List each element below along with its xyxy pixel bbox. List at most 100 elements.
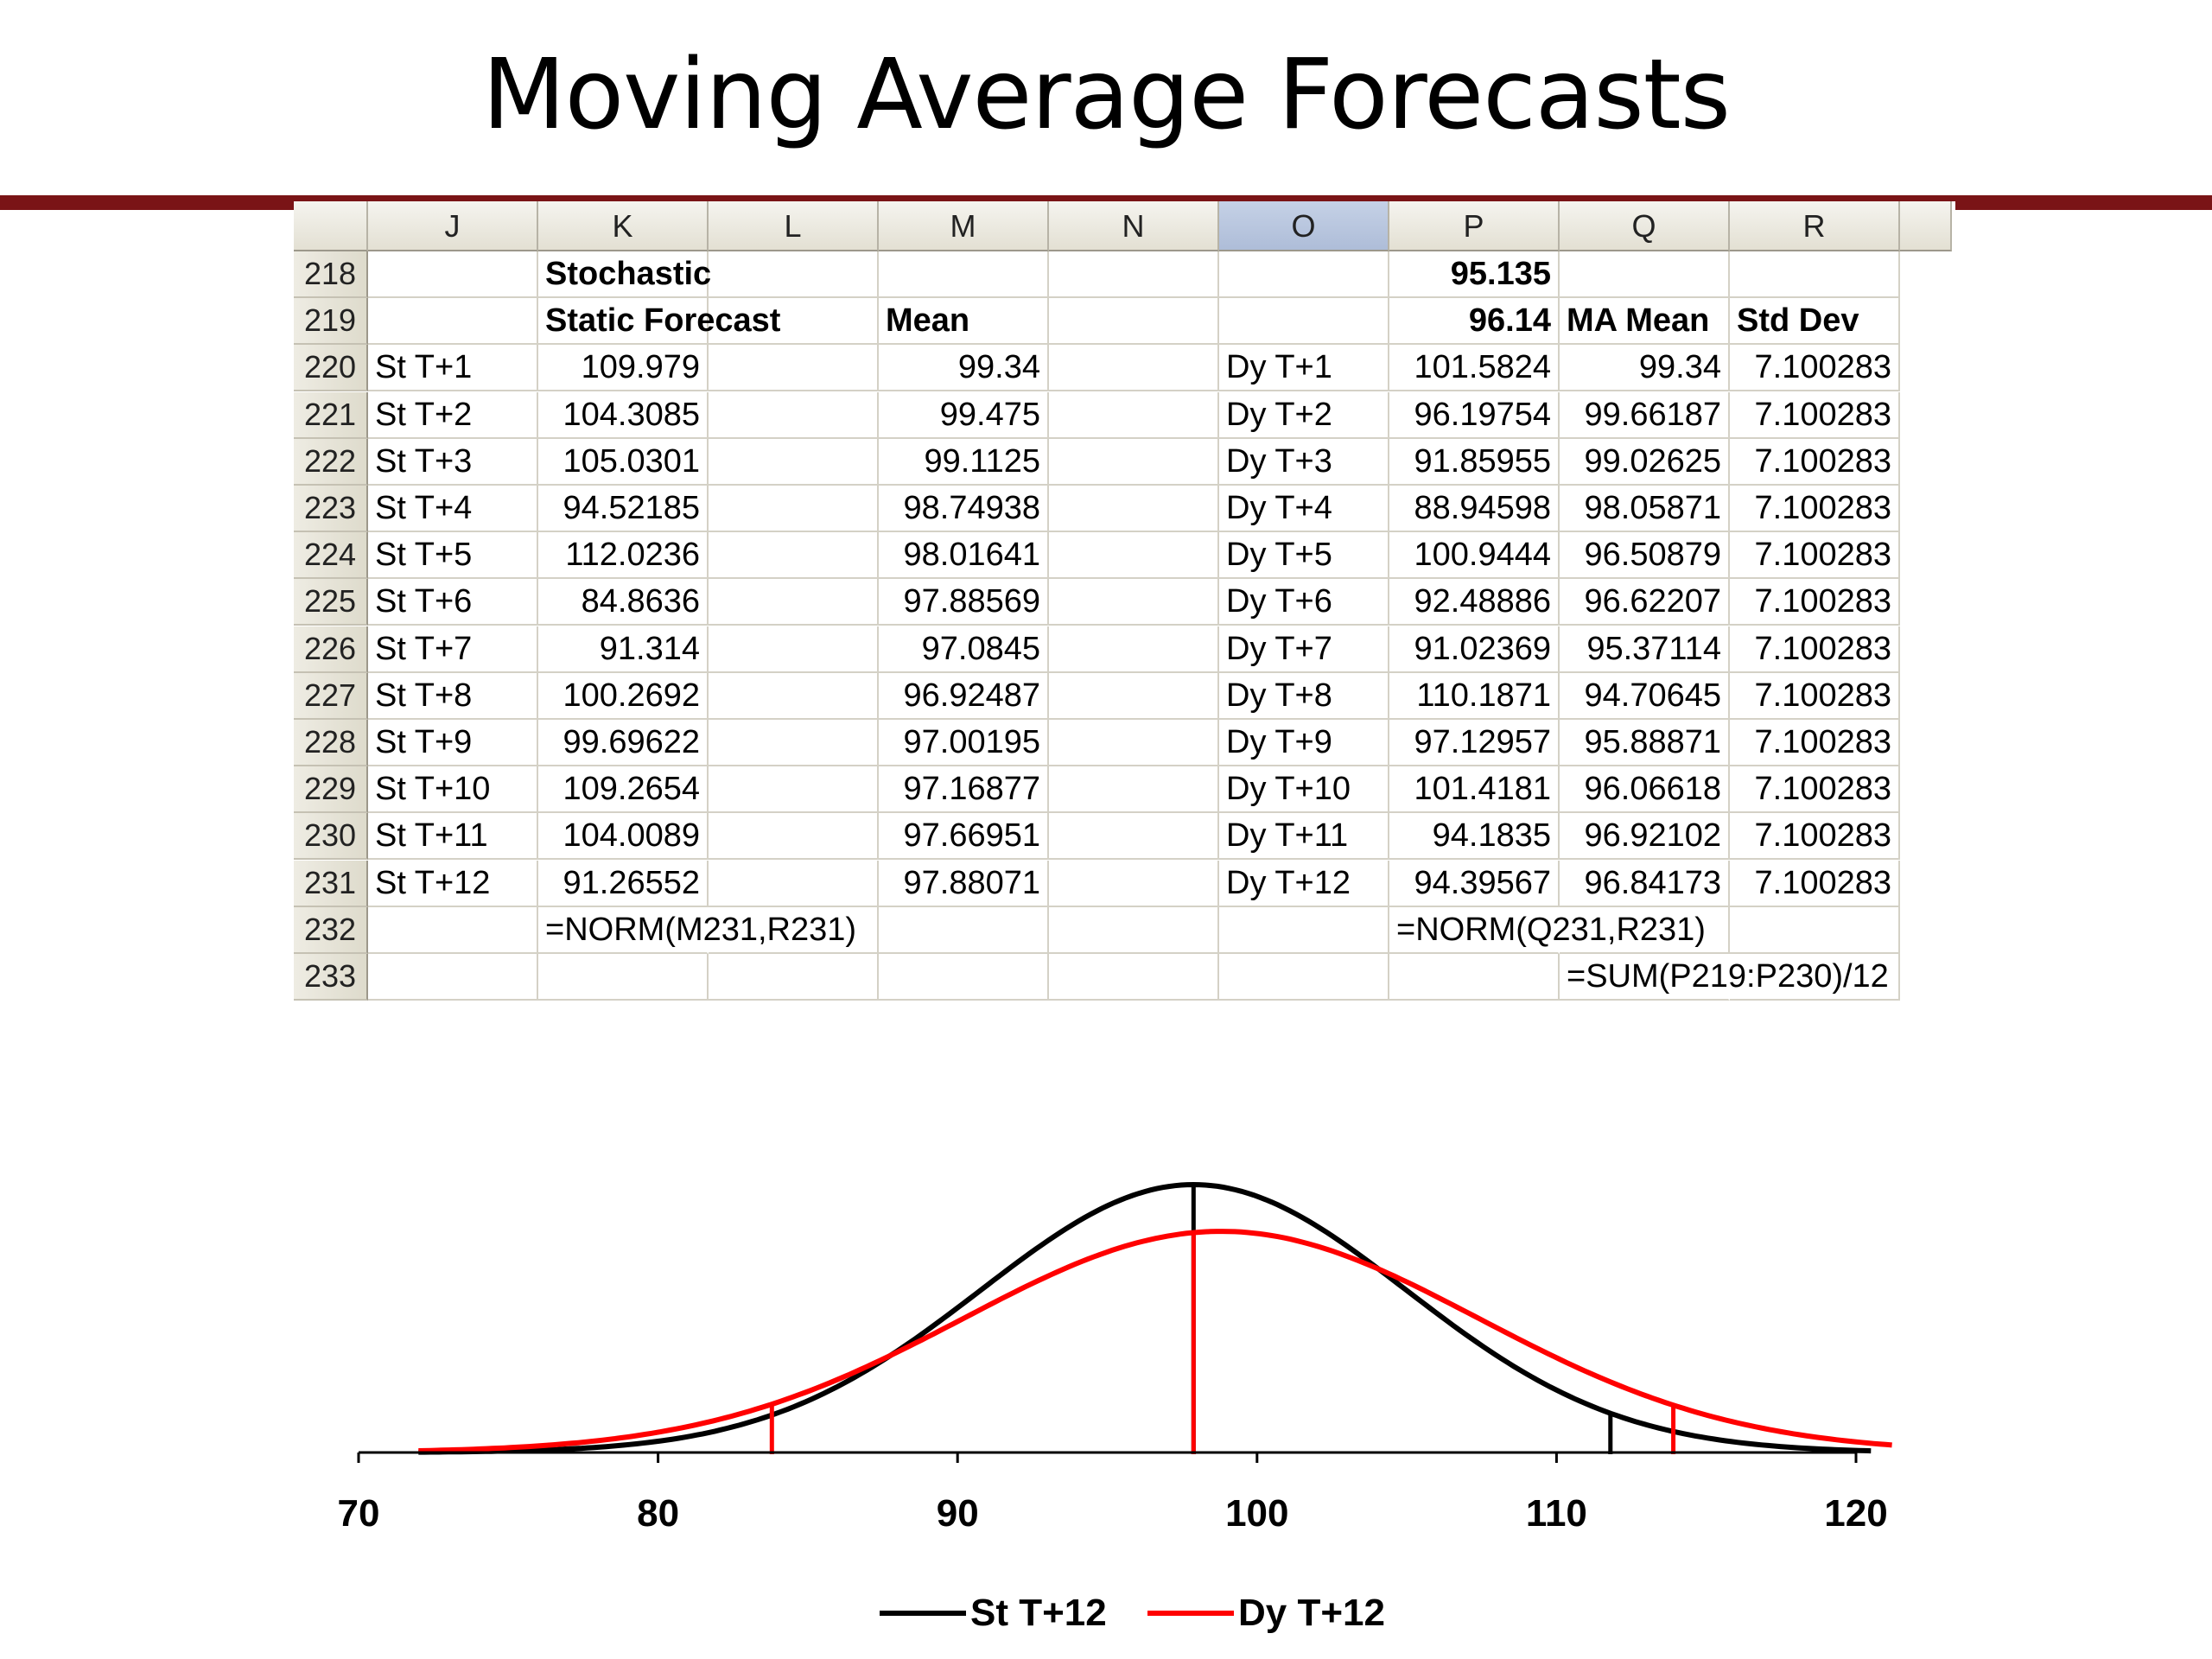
cell-o220[interactable]: Dy T+1: [1219, 345, 1389, 392]
cell-l228[interactable]: [709, 720, 879, 766]
cell-k224[interactable]: 112.0236: [538, 532, 709, 580]
cell-o221[interactable]: Dy T+2: [1219, 391, 1389, 439]
cell-q228[interactable]: 95.88871: [1560, 720, 1730, 766]
column-header-r[interactable]: R: [1730, 201, 1900, 251]
cell-j228[interactable]: St T+9: [368, 720, 538, 766]
row-header-227[interactable]: 227: [294, 672, 368, 720]
column-header-m[interactable]: M: [879, 201, 1049, 251]
cell-j226[interactable]: St T+7: [368, 626, 538, 673]
cell-q232[interactable]: [1560, 906, 1730, 954]
row-header-224[interactable]: 224: [294, 532, 368, 580]
cell-m228[interactable]: 97.00195: [879, 720, 1049, 766]
cell-k218[interactable]: Stochastic: [538, 251, 711, 298]
row-header-231[interactable]: 231: [294, 860, 368, 907]
cell-p232[interactable]: =NORM(Q231,R231): [1389, 907, 1706, 954]
cell-o233[interactable]: [1219, 954, 1389, 1001]
row-header-221[interactable]: 221: [294, 391, 368, 439]
cell-p229[interactable]: 101.4181: [1389, 766, 1560, 814]
cell-m230[interactable]: 97.66951: [879, 813, 1049, 861]
cell-p228[interactable]: 97.12957: [1389, 720, 1560, 766]
cell-p225[interactable]: 92.48886: [1389, 579, 1560, 626]
cell-p231[interactable]: 94.39567: [1389, 860, 1560, 907]
cell-p222[interactable]: 91.85955: [1389, 438, 1560, 486]
cell-r230[interactable]: 7.100283: [1730, 813, 1900, 861]
cell-q220[interactable]: 99.34: [1560, 345, 1730, 392]
cell-j219[interactable]: [368, 298, 538, 346]
cell-q225[interactable]: 96.62207: [1560, 579, 1730, 626]
cell-n222[interactable]: [1049, 438, 1219, 486]
cell-m218[interactable]: [879, 251, 1049, 298]
column-header-o[interactable]: O: [1219, 201, 1389, 251]
select-all-corner[interactable]: [294, 201, 368, 251]
cell-o218[interactable]: [1219, 251, 1389, 298]
row-header-230[interactable]: 230: [294, 813, 368, 861]
cell-k233[interactable]: [538, 954, 709, 1001]
cell-k231[interactable]: 91.26552: [538, 860, 709, 907]
cell-p227[interactable]: 110.1871: [1389, 672, 1560, 720]
column-header-q[interactable]: Q: [1560, 201, 1730, 251]
row-header-222[interactable]: 222: [294, 438, 368, 486]
cell-q233[interactable]: =SUM(P219:P230)/12: [1560, 954, 1889, 1001]
cell-l223[interactable]: [709, 486, 879, 532]
column-header-n[interactable]: N: [1049, 201, 1219, 251]
cell-o223[interactable]: Dy T+4: [1219, 486, 1389, 532]
cell-n229[interactable]: [1049, 766, 1219, 814]
cell-q230[interactable]: 96.92102: [1560, 813, 1730, 861]
cell-k226[interactable]: 91.314: [538, 626, 709, 673]
cell-j230[interactable]: St T+11: [368, 813, 538, 861]
cell-m231[interactable]: 97.88071: [879, 860, 1049, 907]
row-header-228[interactable]: 228: [294, 720, 368, 766]
cell-r220[interactable]: 7.100283: [1730, 345, 1900, 392]
cell-n233[interactable]: [1049, 954, 1219, 1001]
cell-m223[interactable]: 98.74938: [879, 486, 1049, 532]
cell-q219[interactable]: MA Mean: [1560, 298, 1730, 346]
cell-p230[interactable]: 94.1835: [1389, 813, 1560, 861]
cell-o231[interactable]: Dy T+12: [1219, 860, 1389, 907]
cell-j220[interactable]: St T+1: [368, 345, 538, 392]
cell-n230[interactable]: [1049, 813, 1219, 861]
cell-r231[interactable]: 7.100283: [1730, 860, 1900, 907]
cell-o224[interactable]: Dy T+5: [1219, 532, 1389, 580]
cell-r229[interactable]: 7.100283: [1730, 766, 1900, 814]
cell-n225[interactable]: [1049, 579, 1219, 626]
cell-p223[interactable]: 88.94598: [1389, 486, 1560, 532]
cell-n221[interactable]: [1049, 391, 1219, 439]
cell-r219[interactable]: Std Dev: [1730, 298, 1900, 346]
cell-k232[interactable]: =NORM(M231,R231): [538, 907, 856, 954]
cell-r218[interactable]: [1730, 251, 1900, 298]
cell-p233[interactable]: [1389, 954, 1560, 1001]
cell-m221[interactable]: 99.475: [879, 391, 1049, 439]
cell-q224[interactable]: 96.50879: [1560, 532, 1730, 580]
cell-m232[interactable]: [879, 906, 1049, 954]
cell-l231[interactable]: [709, 860, 879, 907]
cell-r226[interactable]: 7.100283: [1730, 626, 1900, 673]
cell-l218[interactable]: [709, 251, 879, 298]
cell-j222[interactable]: St T+3: [368, 438, 538, 486]
cell-l221[interactable]: [709, 391, 879, 439]
cell-l222[interactable]: [709, 438, 879, 486]
cell-l230[interactable]: [709, 813, 879, 861]
cell-l229[interactable]: [709, 766, 879, 814]
cell-o226[interactable]: Dy T+7: [1219, 626, 1389, 673]
cell-m222[interactable]: 99.1125: [879, 438, 1049, 486]
cell-q231[interactable]: 96.84173: [1560, 860, 1730, 907]
cell-n223[interactable]: [1049, 486, 1219, 532]
cell-l225[interactable]: [709, 579, 879, 626]
cell-r223[interactable]: 7.100283: [1730, 486, 1900, 532]
row-header-220[interactable]: 220: [294, 345, 368, 392]
cell-m220[interactable]: 99.34: [879, 345, 1049, 392]
cell-k219[interactable]: Static Forecast: [538, 298, 780, 346]
cell-j232[interactable]: [368, 906, 538, 954]
cell-l220[interactable]: [709, 345, 879, 392]
row-header-223[interactable]: 223: [294, 486, 368, 532]
cell-l226[interactable]: [709, 626, 879, 673]
row-header-229[interactable]: 229: [294, 766, 368, 814]
cell-m233[interactable]: [879, 954, 1049, 1001]
row-header-232[interactable]: 232: [294, 906, 368, 954]
cell-l232[interactable]: [709, 906, 879, 954]
cell-r232[interactable]: [1730, 906, 1900, 954]
cell-o222[interactable]: Dy T+3: [1219, 438, 1389, 486]
row-header-218[interactable]: 218: [294, 251, 368, 298]
cell-j231[interactable]: St T+12: [368, 860, 538, 907]
cell-q221[interactable]: 99.66187: [1560, 391, 1730, 439]
